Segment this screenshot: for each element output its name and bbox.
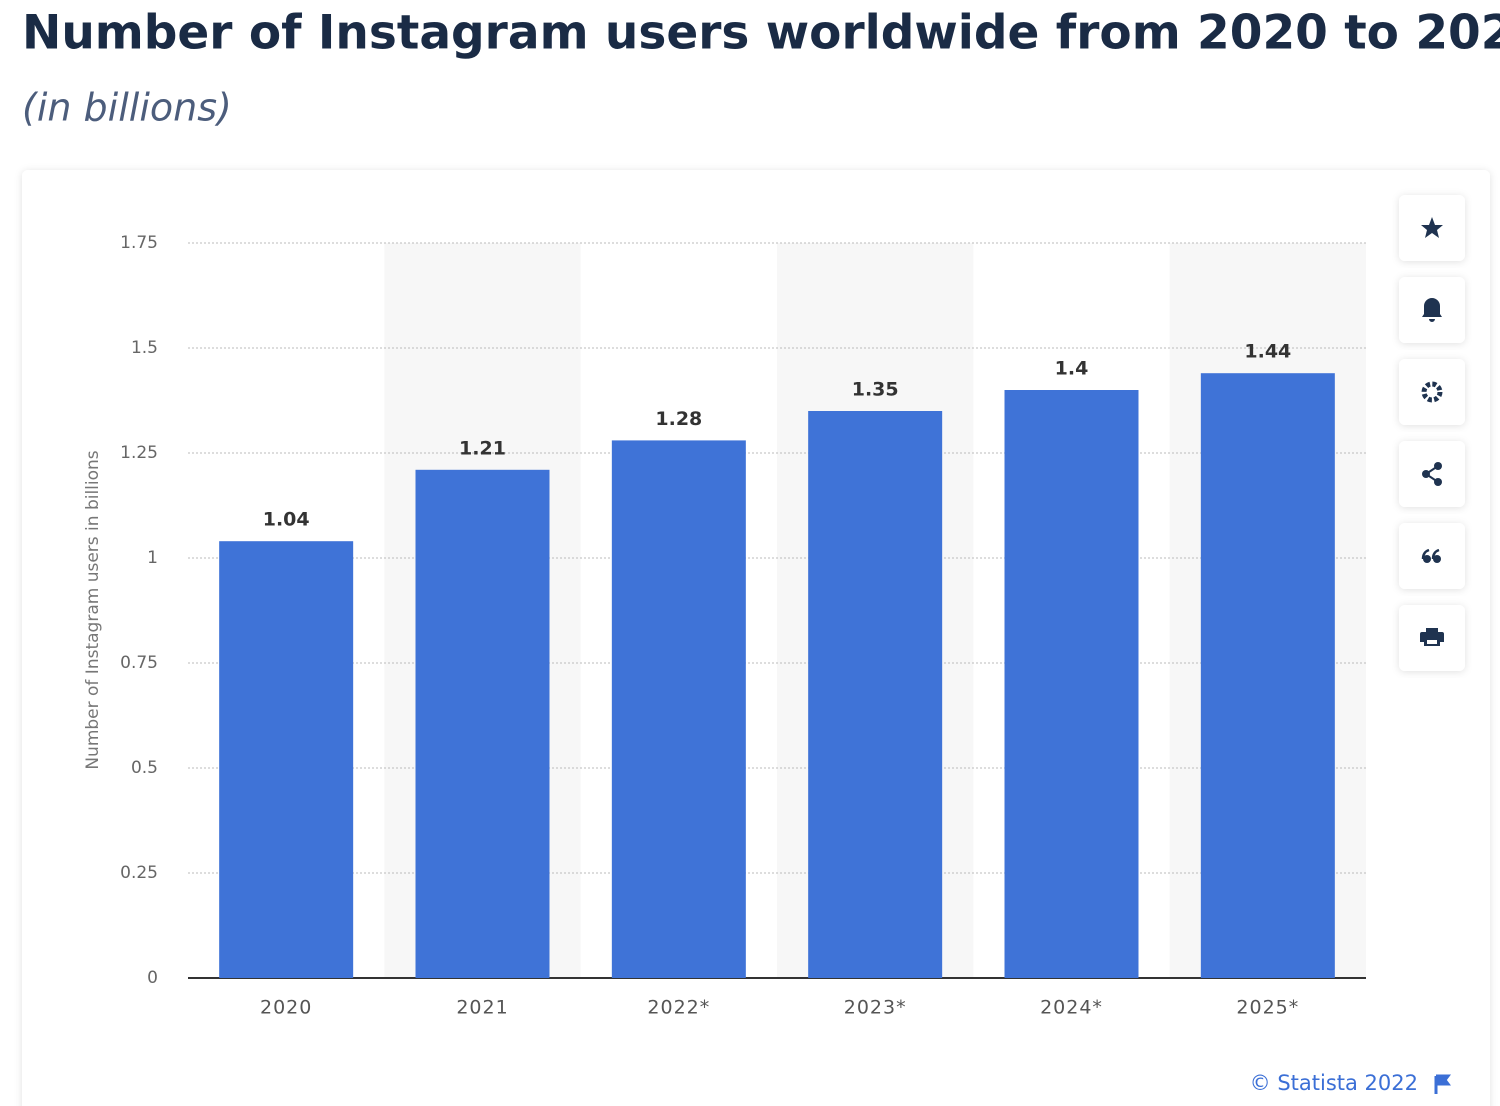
x-tick-label: 2021	[456, 997, 508, 1019]
y-tick-label: 1.5	[131, 338, 158, 358]
y-tick-label: 0.75	[120, 653, 158, 673]
y-tick-label: 1	[147, 548, 158, 568]
bar	[611, 440, 746, 978]
star-icon	[1421, 217, 1443, 238]
bar	[1200, 373, 1335, 978]
value-label: 1.21	[459, 437, 506, 459]
bar	[1004, 390, 1139, 978]
value-label: 1.28	[655, 408, 702, 430]
y-tick-label: 1.75	[120, 233, 158, 253]
bar	[808, 411, 943, 978]
y-tick-label: 0.25	[120, 863, 158, 883]
share-button[interactable]	[1399, 441, 1465, 507]
chart-title: Number of Instagram users worldwide from…	[22, 6, 1500, 61]
quote-icon	[1421, 548, 1441, 563]
gear-icon	[1421, 381, 1443, 403]
bar	[415, 469, 550, 978]
flag-icon[interactable]	[1434, 1074, 1451, 1094]
y-axis-label: Number of Instagram users in billions	[83, 450, 103, 769]
x-tick-label: 2024*	[1040, 997, 1103, 1019]
x-tick-label: 2022*	[647, 997, 710, 1019]
value-label: 1.44	[1244, 341, 1291, 363]
bar	[219, 541, 354, 978]
value-label: 1.35	[852, 379, 899, 401]
source[interactable]: © Statista 2022	[1250, 1071, 1418, 1095]
plot-area: 0 0.25 0.5 0.75 1 1.25 1.5 1.75 1.04 2020 1.21 2021…	[120, 233, 1366, 1019]
y-tick-label: 0.5	[131, 758, 158, 778]
settings-button[interactable]	[1399, 359, 1465, 425]
y-tick-label: 0	[147, 968, 158, 988]
toolbar	[1399, 195, 1465, 671]
x-tick-label: 2023*	[844, 997, 907, 1019]
value-label: 1.04	[263, 509, 310, 531]
value-label: 1.4	[1055, 358, 1089, 380]
y-tick-label: 1.25	[120, 443, 158, 463]
chart-subtitle: (in billions)	[22, 86, 232, 130]
cite-button[interactable]	[1399, 523, 1465, 589]
bell-icon	[1422, 298, 1442, 322]
x-tick-label: 2025*	[1236, 997, 1299, 1019]
share-icon	[1422, 462, 1442, 486]
print-icon	[1420, 628, 1444, 646]
x-tick-label: 2020	[260, 997, 312, 1019]
